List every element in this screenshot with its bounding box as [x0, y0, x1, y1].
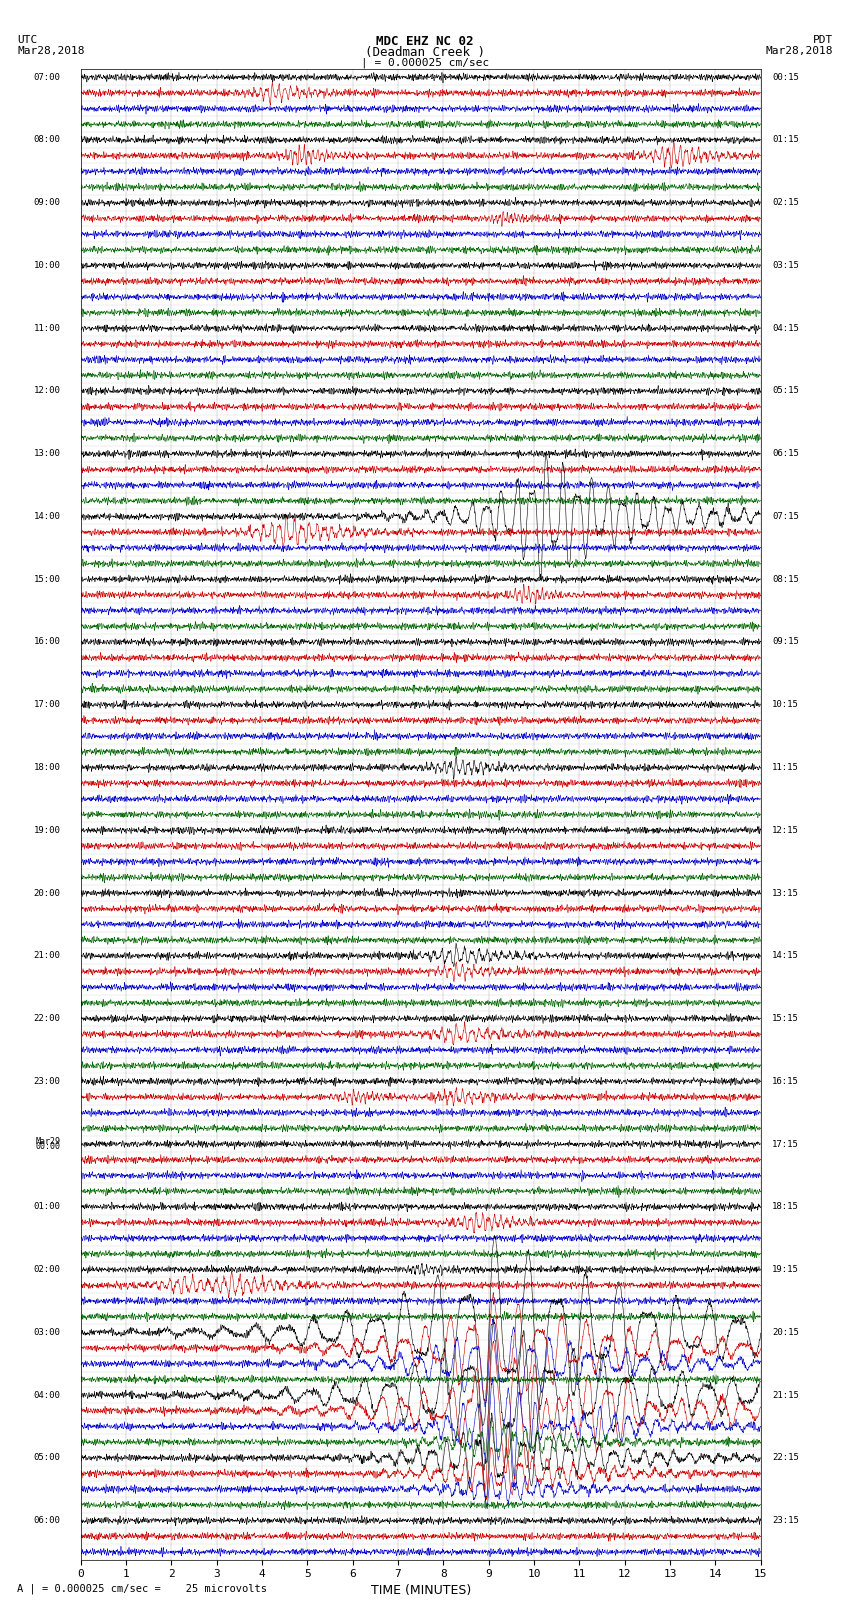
Text: 10:15: 10:15: [772, 700, 799, 710]
Text: (Deadman Creek ): (Deadman Creek ): [365, 45, 485, 60]
Text: 23:00: 23:00: [33, 1077, 60, 1086]
Text: 20:15: 20:15: [772, 1327, 799, 1337]
Text: 18:15: 18:15: [772, 1202, 799, 1211]
Text: 15:00: 15:00: [33, 574, 60, 584]
Text: 11:15: 11:15: [772, 763, 799, 773]
Text: 06:00: 06:00: [33, 1516, 60, 1524]
Text: 23:15: 23:15: [772, 1516, 799, 1524]
Text: 17:00: 17:00: [33, 700, 60, 710]
Text: 01:15: 01:15: [772, 135, 799, 145]
Text: 06:15: 06:15: [772, 450, 799, 458]
Text: PDT: PDT: [813, 35, 833, 45]
Text: 11:00: 11:00: [33, 324, 60, 332]
Text: 13:15: 13:15: [772, 889, 799, 897]
Text: 21:15: 21:15: [772, 1390, 799, 1400]
X-axis label: TIME (MINUTES): TIME (MINUTES): [371, 1584, 471, 1597]
Text: 07:15: 07:15: [772, 511, 799, 521]
Text: 15:15: 15:15: [772, 1015, 799, 1023]
Text: 07:00: 07:00: [33, 73, 60, 82]
Text: 03:00: 03:00: [33, 1327, 60, 1337]
Text: 08:15: 08:15: [772, 574, 799, 584]
Text: 02:00: 02:00: [33, 1265, 60, 1274]
Text: 16:00: 16:00: [33, 637, 60, 647]
Text: 22:15: 22:15: [772, 1453, 799, 1463]
Text: 05:00: 05:00: [33, 1453, 60, 1463]
Text: MDC EHZ NC 02: MDC EHZ NC 02: [377, 35, 473, 48]
Text: 13:00: 13:00: [33, 450, 60, 458]
Text: UTC: UTC: [17, 35, 37, 45]
Text: Mar29: Mar29: [36, 1137, 60, 1147]
Text: 18:00: 18:00: [33, 763, 60, 773]
Text: 01:00: 01:00: [33, 1202, 60, 1211]
Text: 21:00: 21:00: [33, 952, 60, 960]
Text: 19:15: 19:15: [772, 1265, 799, 1274]
Text: 08:00: 08:00: [33, 135, 60, 145]
Text: 00:15: 00:15: [772, 73, 799, 82]
Text: Mar28,2018: Mar28,2018: [17, 45, 84, 56]
Text: Mar28,2018: Mar28,2018: [766, 45, 833, 56]
Text: 05:15: 05:15: [772, 387, 799, 395]
Text: 20:00: 20:00: [33, 889, 60, 897]
Text: 09:00: 09:00: [33, 198, 60, 206]
Text: 10:00: 10:00: [33, 261, 60, 269]
Text: 22:00: 22:00: [33, 1015, 60, 1023]
Text: 17:15: 17:15: [772, 1139, 799, 1148]
Text: 19:00: 19:00: [33, 826, 60, 836]
Text: 00:00: 00:00: [36, 1142, 60, 1152]
Text: 14:15: 14:15: [772, 952, 799, 960]
Text: 02:15: 02:15: [772, 198, 799, 206]
Text: 16:15: 16:15: [772, 1077, 799, 1086]
Text: 14:00: 14:00: [33, 511, 60, 521]
Text: A | = 0.000025 cm/sec =    25 microvolts: A | = 0.000025 cm/sec = 25 microvolts: [17, 1582, 267, 1594]
Text: 12:00: 12:00: [33, 387, 60, 395]
Text: 09:15: 09:15: [772, 637, 799, 647]
Text: 04:00: 04:00: [33, 1390, 60, 1400]
Text: 03:15: 03:15: [772, 261, 799, 269]
Text: 04:15: 04:15: [772, 324, 799, 332]
Text: | = 0.000025 cm/sec: | = 0.000025 cm/sec: [361, 58, 489, 68]
Text: 12:15: 12:15: [772, 826, 799, 836]
